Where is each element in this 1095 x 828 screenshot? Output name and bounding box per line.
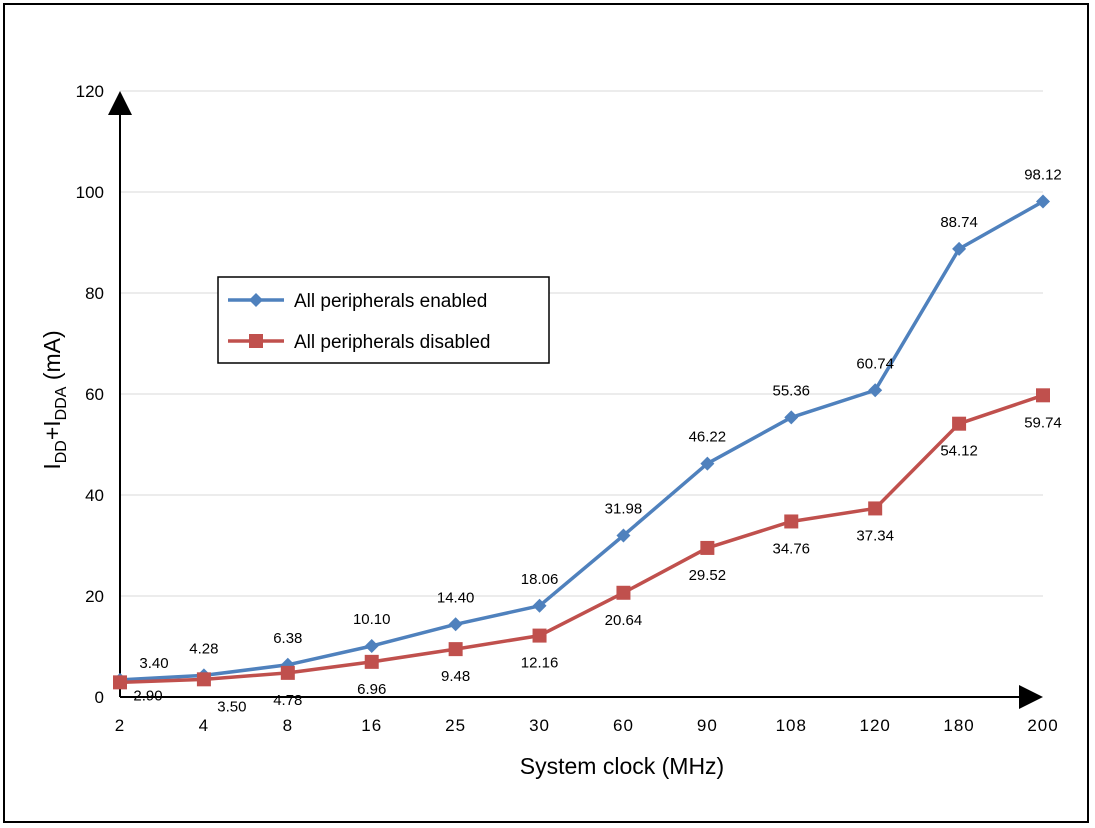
data-point-disabled: [952, 416, 967, 431]
legend-marker-disabled: [249, 334, 263, 348]
x-axis-arrow: [1019, 685, 1043, 709]
data-label-enabled: 60.74: [856, 355, 894, 372]
data-label-disabled: 12.16: [521, 655, 559, 672]
y-axis-arrow: [108, 91, 132, 115]
x-tick-label: 30: [529, 716, 550, 735]
data-label-enabled: 98.12: [1024, 166, 1062, 183]
data-label-disabled: 59.74: [1024, 414, 1062, 431]
y-axis-title-sub2: DDA: [53, 386, 70, 420]
data-point-disabled: [364, 654, 379, 669]
data-label-enabled: 31.98: [605, 501, 643, 518]
series-layer: [113, 194, 1050, 690]
data-point-disabled: [868, 501, 883, 516]
data-labels: 3.40 4.28 6.38 10.10 14.40 18.06 31.98 46.22 55.…: [133, 166, 1061, 715]
data-label-enabled: 55.36: [772, 382, 810, 399]
data-point-disabled: [784, 514, 799, 529]
data-point-enabled: [868, 383, 883, 398]
y-tick-label: 60: [85, 385, 104, 404]
y-axis-title-unit: (mA): [39, 330, 65, 386]
data-label-enabled: 18.06: [521, 571, 559, 588]
data-label-enabled: 46.22: [689, 429, 727, 446]
y-axis-title-sub1: DD: [53, 440, 70, 463]
y-tick-label: 120: [76, 82, 104, 101]
data-point-enabled: [952, 241, 967, 256]
data-label-enabled: 6.38: [273, 630, 302, 647]
x-tick-label: 16: [361, 716, 382, 735]
y-tick-label: 0: [95, 688, 104, 707]
series-line-enabled: [119, 199, 1044, 682]
data-label-disabled: 9.48: [441, 668, 470, 685]
y-tick-label: 100: [76, 183, 104, 202]
x-axis-title: System clock (MHz): [520, 753, 724, 779]
data-label-disabled: 4.78: [273, 692, 302, 709]
data-point-enabled: [616, 528, 631, 543]
data-point-disabled: [616, 585, 631, 600]
data-point-disabled: [196, 672, 211, 687]
data-label-disabled: 54.12: [940, 443, 978, 460]
data-point-disabled: [532, 628, 547, 643]
data-label-disabled: 3.50: [217, 698, 246, 715]
y-axis-title-plus: +I: [39, 420, 65, 440]
data-label-disabled: 6.96: [357, 681, 386, 698]
legend: All peripherals enabled All peripherals …: [217, 276, 550, 364]
data-label-enabled: 4.28: [189, 640, 218, 657]
legend-box: [217, 276, 550, 364]
x-tick-label: 180: [943, 716, 974, 735]
data-point-disabled: [1036, 388, 1050, 403]
x-tick-label: 2: [115, 716, 125, 735]
data-label-enabled: 14.40: [437, 589, 475, 606]
y-tick-label: 40: [85, 486, 104, 505]
x-tick-label: 25: [445, 716, 466, 735]
data-label-enabled: 88.74: [940, 214, 978, 231]
legend-marker-enabled: [249, 293, 263, 307]
y-axis-title: IDD+IDDA (mA): [39, 330, 70, 469]
x-tick-label: 60: [613, 716, 634, 735]
y-axis: 0 20 40 60 80 100 120: [76, 82, 132, 707]
data-label-disabled: 20.64: [605, 612, 643, 629]
y-tick-label: 20: [85, 587, 104, 606]
data-point-enabled: [784, 410, 799, 425]
data-point-disabled: [700, 540, 715, 555]
x-tick-label: 108: [776, 716, 807, 735]
x-tick-label: 4: [199, 716, 209, 735]
data-label-disabled: 29.52: [689, 567, 727, 584]
x-tick-label: 90: [697, 716, 718, 735]
data-label-disabled: 2.90: [133, 687, 162, 704]
data-point-enabled: [364, 638, 379, 653]
x-tick-label: 120: [859, 716, 890, 735]
data-label-enabled: 3.40: [139, 655, 168, 672]
y-axis-title-main: I: [39, 463, 65, 469]
data-label-disabled: 37.34: [856, 527, 894, 544]
series-line-disabled: [119, 393, 1044, 685]
legend-label-enabled: All peripherals enabled: [294, 291, 487, 312]
data-point-enabled: [448, 617, 463, 632]
data-point-enabled: [532, 598, 547, 613]
legend-label-disabled: All peripherals disabled: [294, 332, 490, 353]
data-point-disabled: [448, 642, 463, 657]
x-axis: 2 4 8 16 25 30 60 90 108 120 180 200: [115, 685, 1058, 735]
y-tick-label: 80: [85, 284, 104, 303]
data-label-enabled: 10.10: [353, 611, 391, 628]
x-tick-label: 8: [283, 716, 293, 735]
data-point-enabled: [1036, 194, 1050, 209]
data-point-disabled: [113, 675, 127, 690]
x-tick-label: 200: [1027, 716, 1058, 735]
data-point-disabled: [280, 665, 295, 680]
data-label-disabled: 34.76: [772, 540, 810, 557]
chart-frame: [3, 3, 1089, 823]
data-point-enabled: [700, 456, 715, 471]
